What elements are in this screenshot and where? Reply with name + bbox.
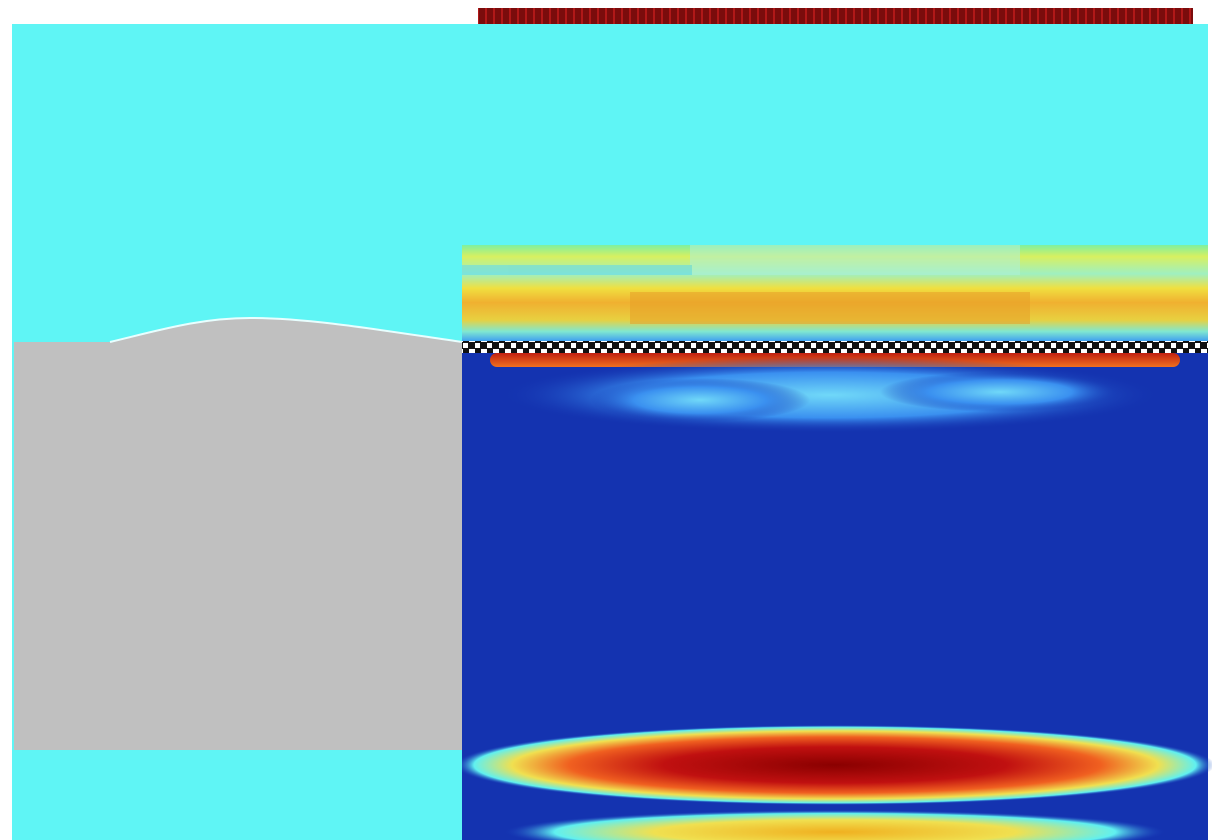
lower-fluid [12, 750, 462, 840]
band-texture [462, 245, 1030, 324]
body-outline [109, 316, 463, 343]
band-core [630, 292, 1030, 324]
interface-line [462, 341, 1208, 353]
band-light [690, 245, 1020, 275]
top-source-bar [478, 8, 1193, 26]
near-field-scatter [590, 378, 810, 422]
focal-hot-zone [455, 725, 1212, 805]
band-streak [462, 265, 692, 275]
near-field-scatter [880, 372, 1120, 412]
solid-body [14, 318, 462, 750]
lower-warm-zone [505, 810, 1165, 840]
